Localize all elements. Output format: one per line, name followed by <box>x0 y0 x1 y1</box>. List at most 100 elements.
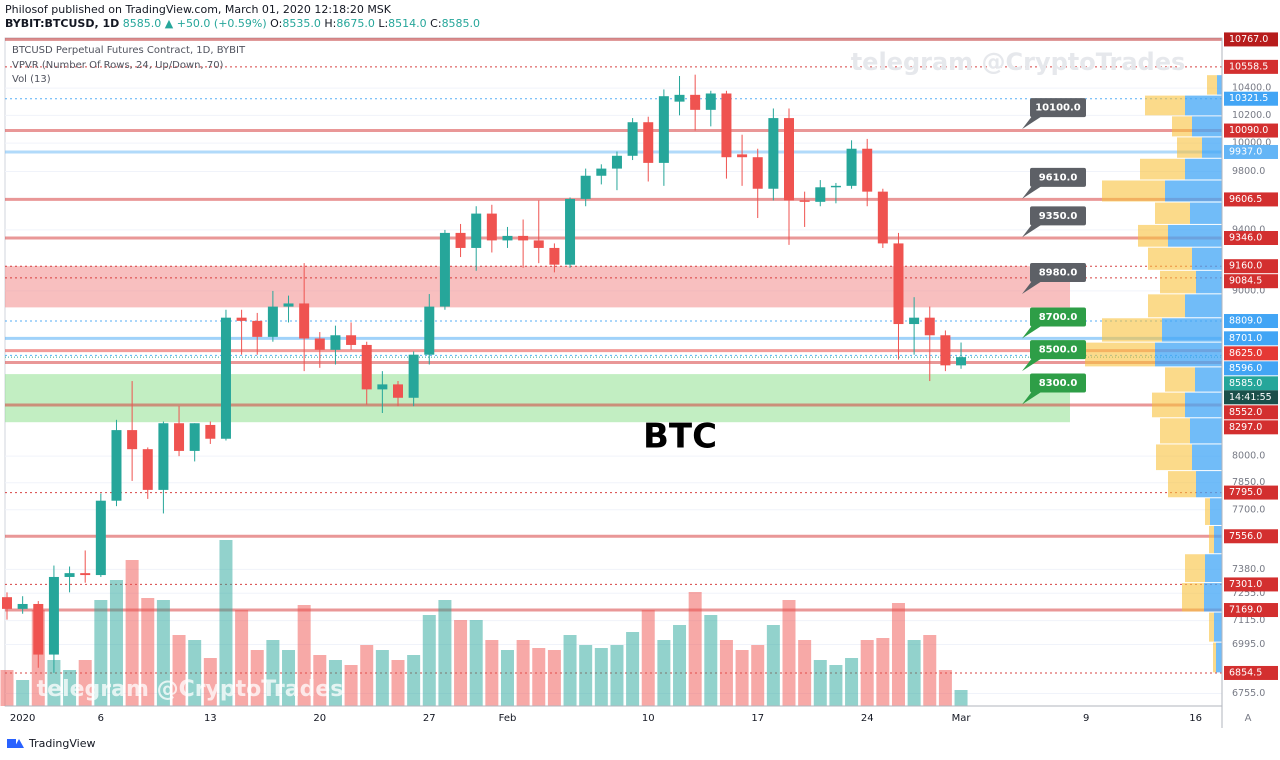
candle-body <box>940 335 951 366</box>
volume-bar <box>328 660 342 706</box>
volume-bar <box>235 610 249 706</box>
vpvr-up <box>1192 444 1222 471</box>
volume-bar <box>954 690 968 706</box>
candle-body <box>127 430 138 450</box>
volume-bar <box>532 648 546 706</box>
volume-bar <box>172 635 186 706</box>
candle-body <box>314 338 325 350</box>
volume-bar <box>0 670 14 706</box>
volume-bar <box>469 620 483 706</box>
volume-bar <box>876 638 890 706</box>
volume-bar <box>94 600 108 706</box>
vpvr-down <box>1160 418 1190 444</box>
price-label-bg <box>1224 123 1278 138</box>
indicator: VPVR (Number Of Rows, 24, Up/Down, 70) <box>12 60 224 71</box>
callout-label: 9350.0 <box>1039 211 1078 222</box>
price-label: 6854.5 <box>1229 667 1262 678</box>
volume-bar <box>16 680 30 706</box>
countdown-bg <box>1224 390 1278 405</box>
x-tick-label: Feb <box>499 713 517 724</box>
watermark: telegram @CryptoTrades <box>37 677 344 702</box>
candle-body <box>424 306 435 355</box>
vpvr-down <box>1205 498 1210 525</box>
callout-pointer <box>1022 325 1042 339</box>
x-tick-label: 27 <box>423 713 436 724</box>
volume-bar <box>141 598 155 706</box>
price-label: 8596.0 <box>1229 363 1262 374</box>
last: 8585.0 <box>123 17 162 30</box>
y-tick-label: 7255.0 <box>1232 588 1265 599</box>
l: 8514.0 <box>388 17 427 30</box>
price-label: 8585.0 <box>1229 378 1262 389</box>
candle-body <box>596 168 607 176</box>
volume-bar <box>610 645 624 706</box>
candle-body <box>252 320 263 337</box>
price-label-bg <box>1224 230 1278 245</box>
candle-body <box>674 94 685 102</box>
callout-pointer <box>1022 358 1042 372</box>
candle-body <box>220 317 231 439</box>
volume-bar <box>891 603 905 706</box>
volume-bar <box>297 605 311 706</box>
vpvr-up <box>1214 525 1222 554</box>
candle-body <box>643 122 654 163</box>
volume-bar <box>360 645 374 706</box>
vpvr-up <box>1185 95 1222 116</box>
candle-body <box>705 93 716 110</box>
y-tick-label: 7850.0 <box>1232 477 1265 488</box>
candle-body <box>737 154 748 158</box>
volume-bar <box>344 665 358 706</box>
x-tick-label: 17 <box>751 713 764 724</box>
volume-bar <box>516 640 530 706</box>
candle-body <box>283 303 294 307</box>
volume-bar <box>907 640 921 706</box>
footer: TradingView <box>7 737 95 750</box>
vpvr-down <box>1185 554 1205 583</box>
x-tick-label: 2020 <box>10 713 35 724</box>
volume-bar <box>500 650 514 706</box>
vpvr-up <box>1192 116 1222 137</box>
brand[interactable]: TradingView <box>28 737 95 750</box>
vpvr-down <box>1140 158 1185 180</box>
candle-body <box>909 317 920 325</box>
vpvr-up <box>1216 642 1222 673</box>
volume-bar <box>626 632 640 706</box>
volume-bar <box>422 615 436 706</box>
volume-bar <box>579 645 593 706</box>
price-label: 9937.0 <box>1229 146 1262 157</box>
candle-body <box>48 576 59 655</box>
volume-bar <box>813 660 827 706</box>
y-tick-label: 10000.0 <box>1232 138 1271 149</box>
candle-body <box>439 232 450 307</box>
volume-bar <box>923 635 937 706</box>
change: ▲ +50.0 (+0.59%) <box>165 17 267 30</box>
volume-bar <box>563 635 577 706</box>
callout-pointer <box>1022 116 1042 130</box>
vpvr-down <box>1165 367 1195 392</box>
price-label-bg <box>1224 59 1278 74</box>
volume-bar <box>250 650 264 706</box>
price-label: 8701.0 <box>1229 333 1262 344</box>
price-label: 8297.0 <box>1229 422 1262 433</box>
volume-bar <box>125 560 139 706</box>
y-tick-label: 8000.0 <box>1232 451 1265 462</box>
price-label-bg <box>1224 603 1278 618</box>
vpvr-up <box>1168 224 1222 247</box>
vpvr-up <box>1190 202 1222 224</box>
callout-pointer <box>1022 224 1042 238</box>
vpvr-down <box>1155 202 1190 224</box>
o-label: O: <box>270 17 282 30</box>
x-tick-label: 24 <box>861 713 874 724</box>
candle-body <box>158 423 169 490</box>
volume-bar <box>688 592 702 706</box>
price-label-bg <box>1224 485 1278 500</box>
price-label-bg <box>1224 577 1278 592</box>
candle-body <box>956 357 967 366</box>
price-label: 10321.5 <box>1229 93 1268 104</box>
candle-body <box>815 187 826 202</box>
vpvr-down <box>1156 444 1192 471</box>
price-label: 8809.0 <box>1229 316 1262 327</box>
axis-mode[interactable]: A <box>1245 713 1252 724</box>
vpvr-down <box>1213 642 1216 673</box>
volume-bar <box>547 650 561 706</box>
